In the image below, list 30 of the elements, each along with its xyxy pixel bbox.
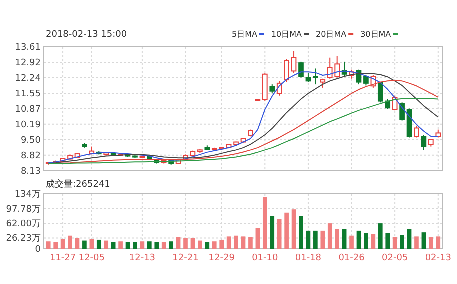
y-tick-label: 8.13	[20, 166, 41, 177]
x-tick-label: 01-10	[252, 253, 278, 264]
y-tick-label: 97.78万	[6, 204, 41, 215]
y-tick-label: 13.61	[15, 42, 41, 53]
chart-title: 2018-02-13 15:00	[46, 30, 128, 40]
x-tick-label: 12-05	[78, 253, 105, 264]
y-tick-label: 62.00万	[6, 219, 41, 230]
x-tick-label: 11-27	[50, 253, 76, 264]
x-tick-label: 12-13	[129, 253, 156, 264]
y-tick-label: 26.23万	[6, 234, 41, 244]
y-tick-label: 12.24	[15, 74, 42, 84]
y-tick-label: 12.92	[15, 58, 41, 68]
y-tick-label: 10.19	[15, 120, 42, 130]
x-tick-label: 12-29	[208, 253, 236, 264]
legend-label: 5日MA	[232, 30, 258, 39]
legend-label: 20日MA	[316, 30, 348, 39]
y-tick-label: 134万	[14, 190, 41, 200]
x-tick-label: 01-26	[338, 253, 366, 264]
legend-label: 10日MA	[271, 30, 303, 39]
y-tick-label: 9.50	[20, 136, 42, 146]
x-tick-label: 02-13	[425, 253, 452, 264]
y-tick-label: 11.55	[15, 89, 41, 100]
y-tick-label: 8.82	[20, 151, 41, 162]
chart-title: 成交量:265241	[46, 179, 110, 190]
x-tick-label: 12-21	[172, 253, 199, 264]
y-tick-label: 10.87	[15, 104, 41, 115]
x-tick-label: 01-18	[295, 253, 322, 264]
x-tick-label: 02-05	[382, 253, 408, 264]
y-tick-label: 0	[35, 244, 42, 255]
legend-label: 30日MA	[360, 30, 392, 39]
